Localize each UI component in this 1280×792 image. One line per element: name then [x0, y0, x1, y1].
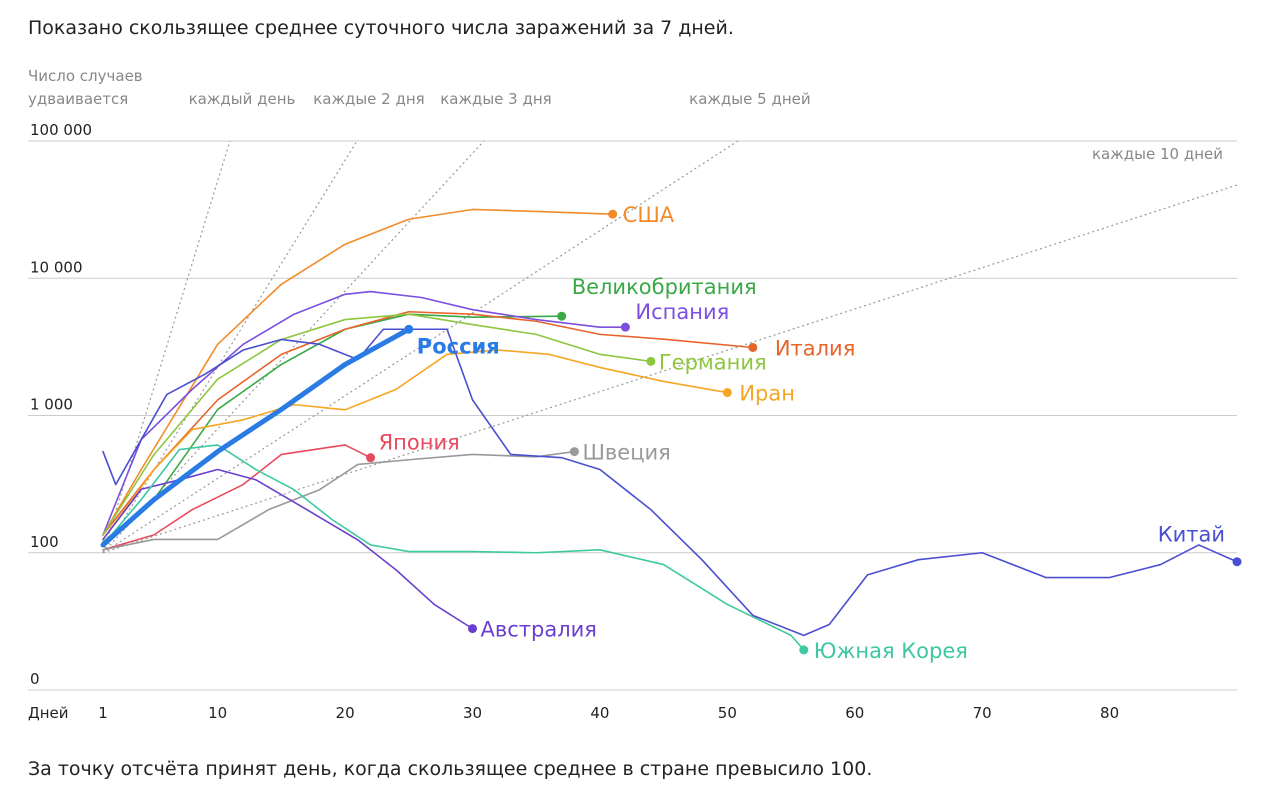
reference-line [102, 184, 1238, 554]
series-line [102, 310, 754, 536]
reference-line [102, 140, 485, 554]
y-tick-label: 0 [30, 670, 40, 688]
reference-label: каждые 2 дня [313, 90, 425, 108]
x-tick-label: 40 [590, 704, 609, 722]
series-label: США [623, 203, 675, 227]
series-line [102, 444, 372, 551]
series-label: Германия [659, 350, 767, 374]
footnote: За точку отсчёта принят день, когда скол… [28, 758, 872, 780]
chart-title: Показано скользящее среднее суточного чи… [28, 17, 734, 39]
reference-label: каждый день [189, 90, 296, 108]
x-tick-label: 60 [845, 704, 864, 722]
reference-label: каждые 10 дней [1092, 145, 1223, 163]
series-label: Япония [379, 431, 460, 455]
x-tick-label: 20 [336, 704, 355, 722]
series-label: Италия [775, 336, 856, 360]
y-tick-label: 10 000 [30, 258, 83, 276]
x-tick-label: 1 [98, 704, 108, 722]
series-line [100, 326, 412, 548]
end-point [366, 453, 376, 463]
series-line [102, 290, 627, 536]
y-tick-label: 1 000 [30, 396, 73, 414]
x-tick-label: 50 [718, 704, 737, 722]
end-point [404, 324, 414, 334]
end-point [620, 322, 630, 332]
reference-header: Число случаев [28, 67, 143, 85]
series-label: Иран [739, 382, 795, 406]
x-tick-label: 70 [973, 704, 992, 722]
end-point [608, 209, 618, 219]
end-point [1232, 557, 1242, 567]
end-point [646, 356, 656, 366]
x-tick-label: 30 [463, 704, 482, 722]
series-label: Великобритания [572, 275, 757, 299]
y-tick-label: 100 [30, 533, 59, 551]
series-label: Россия [417, 334, 500, 358]
end-point [468, 624, 478, 634]
reference-line [102, 140, 358, 554]
reference-label: каждые 5 дней [689, 90, 810, 108]
y-tick-label: 100 000 [30, 121, 92, 139]
series-label: Австралия [481, 618, 597, 642]
series-label: Испания [635, 300, 729, 324]
series-line [102, 349, 729, 541]
end-point [748, 342, 758, 352]
reference-header: удваивается [28, 90, 128, 108]
series-line [102, 208, 614, 536]
reference-line [102, 140, 739, 554]
series-line [102, 328, 1238, 637]
series-line [102, 450, 576, 551]
end-point [557, 311, 567, 321]
series-line [102, 313, 652, 536]
series-line [102, 468, 474, 630]
series-label: Швеция [582, 441, 670, 465]
end-point [569, 447, 579, 457]
end-point [722, 388, 732, 398]
series-line [102, 444, 805, 651]
reference-label: каждые 3 дня [440, 90, 552, 108]
x-axis-label: Дней [28, 704, 69, 722]
x-tick-label: 80 [1100, 704, 1119, 722]
series-label: Китай [1158, 523, 1225, 547]
end-point [799, 645, 809, 655]
series-label: Южная Корея [814, 639, 968, 663]
x-tick-label: 10 [208, 704, 227, 722]
series-line [102, 313, 563, 543]
